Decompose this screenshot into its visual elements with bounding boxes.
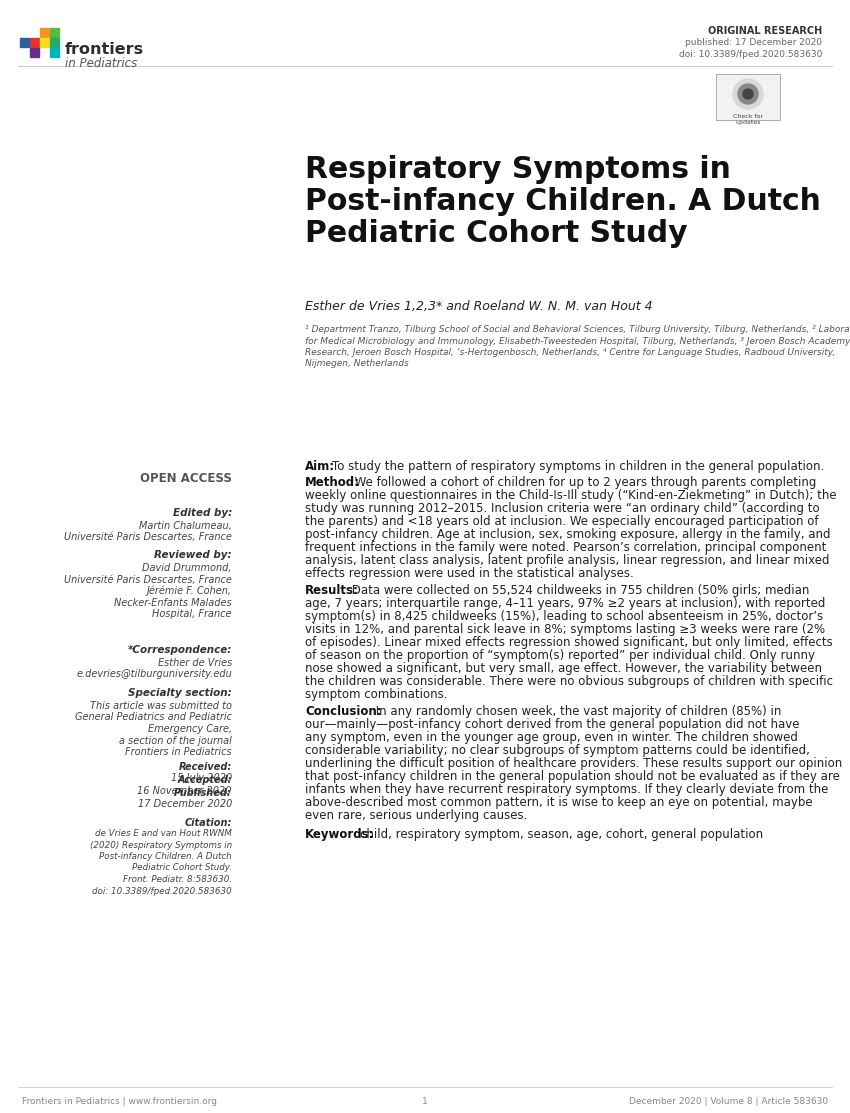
Text: doi: 10.3389/fped.2020.583630: doi: 10.3389/fped.2020.583630 bbox=[93, 886, 232, 896]
Text: de Vries E and van Hout RWNM: de Vries E and van Hout RWNM bbox=[95, 829, 232, 838]
Text: ORIGINAL RESEARCH: ORIGINAL RESEARCH bbox=[708, 26, 822, 36]
Circle shape bbox=[738, 83, 758, 104]
Bar bbox=[30, 48, 39, 57]
Text: age, 7 years; interquartile range, 4–11 years, 97% ≥2 years at inclusion), with : age, 7 years; interquartile range, 4–11 … bbox=[305, 597, 825, 610]
Text: David Drummond,: David Drummond, bbox=[143, 563, 232, 573]
Text: symptom combinations.: symptom combinations. bbox=[305, 688, 447, 701]
Text: Nijmegen, Netherlands: Nijmegen, Netherlands bbox=[305, 359, 409, 368]
Text: Respiratory Symptoms in: Respiratory Symptoms in bbox=[305, 155, 731, 184]
Text: This article was submitted to: This article was submitted to bbox=[90, 701, 232, 711]
Text: symptom(s) in 8,425 childweeks (15%), leading to school absenteeism in 25%, doct: symptom(s) in 8,425 childweeks (15%), le… bbox=[305, 610, 824, 623]
Text: effects regression were used in the statistical analyses.: effects regression were used in the stat… bbox=[305, 567, 634, 580]
Bar bbox=[50, 28, 59, 37]
Text: study was running 2012–2015. Inclusion criteria were “an ordinary child” (accord: study was running 2012–2015. Inclusion c… bbox=[305, 502, 819, 515]
Text: considerable variability; no clear subgroups of symptom patterns could be identi: considerable variability; no clear subgr… bbox=[305, 743, 810, 757]
Text: Université Paris Descartes, France: Université Paris Descartes, France bbox=[64, 574, 232, 584]
Circle shape bbox=[743, 89, 753, 99]
Text: infants when they have recurrent respiratory symptoms. If they clearly deviate f: infants when they have recurrent respira… bbox=[305, 784, 829, 796]
Text: post-infancy children. Age at inclusion, sex, smoking exposure, allergy in the f: post-infancy children. Age at inclusion,… bbox=[305, 528, 830, 541]
Bar bbox=[40, 38, 49, 47]
Text: Pediatric Cohort Study.: Pediatric Cohort Study. bbox=[132, 864, 232, 873]
Text: our—mainly—post-infancy cohort derived from the general population did not have: our—mainly—post-infancy cohort derived f… bbox=[305, 718, 800, 731]
Text: Data were collected on 55,524 childweeks in 755 children (50% girls; median: Data were collected on 55,524 childweeks… bbox=[348, 584, 809, 597]
Text: underlining the difficult position of healthcare providers. These results suppor: underlining the difficult position of he… bbox=[305, 757, 842, 770]
Text: above-described most common pattern, it is wise to keep an eye on potential, may: above-described most common pattern, it … bbox=[305, 796, 813, 809]
Text: Hospital, France: Hospital, France bbox=[152, 609, 232, 619]
Text: a section of the journal: a section of the journal bbox=[119, 736, 232, 746]
Text: weekly online questionnaires in the Child-Is-Ill study (“Kind-en-Ziekmeting” in : weekly online questionnaires in the Chil… bbox=[305, 489, 836, 502]
Text: for Medical Microbiology and Immunology, Elisabeth-Tweesteden Hospital, Tilburg,: for Medical Microbiology and Immunology,… bbox=[305, 336, 850, 345]
Text: Published:: Published: bbox=[174, 788, 232, 798]
Text: Results:: Results: bbox=[305, 584, 359, 597]
Text: published: 17 December 2020: published: 17 December 2020 bbox=[685, 38, 822, 47]
Text: Edited by:: Edited by: bbox=[173, 508, 232, 518]
Text: Reviewed by:: Reviewed by: bbox=[155, 550, 232, 560]
Text: December 2020 | Volume 8 | Article 583630: December 2020 | Volume 8 | Article 58363… bbox=[629, 1097, 828, 1106]
Bar bbox=[716, 73, 780, 120]
Text: frontiers: frontiers bbox=[65, 42, 144, 57]
Text: 16 November 2020: 16 November 2020 bbox=[138, 786, 232, 796]
Text: Accepted:: Accepted: bbox=[178, 775, 232, 785]
Text: Specialty section:: Specialty section: bbox=[128, 688, 232, 698]
Text: any symptom, even in the younger age group, even in winter. The children showed: any symptom, even in the younger age gro… bbox=[305, 731, 798, 743]
Bar bbox=[50, 38, 59, 47]
Text: Method:: Method: bbox=[305, 476, 360, 489]
Text: *Correspondence:: *Correspondence: bbox=[128, 646, 232, 654]
Text: Check for
updates: Check for updates bbox=[733, 114, 763, 125]
Text: (2020) Respiratory Symptoms in: (2020) Respiratory Symptoms in bbox=[90, 840, 232, 849]
Bar bbox=[30, 38, 39, 47]
Text: the parents) and <18 years old at inclusion. We especially encouraged participat: the parents) and <18 years old at inclus… bbox=[305, 515, 819, 528]
Text: of episodes). Linear mixed effects regression showed significant, but only limit: of episodes). Linear mixed effects regre… bbox=[305, 636, 833, 649]
Text: frequent infections in the family were noted. Pearson’s correlation, principal c: frequent infections in the family were n… bbox=[305, 541, 826, 554]
Bar bbox=[40, 28, 49, 37]
Text: of season on the proportion of “symptom(s) reported” per individual child. Only : of season on the proportion of “symptom(… bbox=[305, 649, 815, 662]
Text: 1: 1 bbox=[422, 1097, 428, 1106]
Text: General Pediatrics and Pediatric: General Pediatrics and Pediatric bbox=[75, 712, 232, 722]
Text: Conclusion:: Conclusion: bbox=[305, 705, 382, 718]
Text: Citation:: Citation: bbox=[184, 818, 232, 828]
Text: analysis, latent class analysis, latent profile analysis, linear regression, and: analysis, latent class analysis, latent … bbox=[305, 554, 830, 567]
Text: child, respiratory symptom, season, age, cohort, general population: child, respiratory symptom, season, age,… bbox=[360, 828, 763, 841]
Text: Post-infancy Children. A Dutch: Post-infancy Children. A Dutch bbox=[99, 851, 232, 861]
Text: Esther de Vries 1,2,3* and Roeland W. N. M. van Hout 4: Esther de Vries 1,2,3* and Roeland W. N.… bbox=[305, 301, 653, 313]
Text: ¹ Department Tranzo, Tilburg School of Social and Behavioral Sciences, Tilburg U: ¹ Department Tranzo, Tilburg School of S… bbox=[305, 325, 850, 334]
Circle shape bbox=[733, 79, 763, 109]
Text: e.devries@tilburguniversity.edu: e.devries@tilburguniversity.edu bbox=[76, 669, 232, 679]
Text: Esther de Vries: Esther de Vries bbox=[158, 658, 232, 668]
Text: doi: 10.3389/fped.2020.583630: doi: 10.3389/fped.2020.583630 bbox=[678, 50, 822, 59]
Text: 17 December 2020: 17 December 2020 bbox=[138, 799, 232, 809]
Text: Pediatric Cohort Study: Pediatric Cohort Study bbox=[305, 219, 688, 248]
Text: the children was considerable. There were no obvious subgroups of children with : the children was considerable. There wer… bbox=[305, 674, 833, 688]
Text: In any randomly chosen week, the vast majority of children (85%) in: In any randomly chosen week, the vast ma… bbox=[372, 705, 781, 718]
Text: nose showed a significant, but very small, age effect. However, the variability : nose showed a significant, but very smal… bbox=[305, 662, 822, 674]
Text: Frontiers in Pediatrics: Frontiers in Pediatrics bbox=[125, 747, 232, 757]
Text: 15 July 2020: 15 July 2020 bbox=[171, 774, 232, 784]
Text: We followed a cohort of children for up to 2 years through parents completing: We followed a cohort of children for up … bbox=[351, 476, 816, 489]
Text: Frontiers in Pediatrics | www.frontiersin.org: Frontiers in Pediatrics | www.frontiersi… bbox=[22, 1097, 217, 1106]
Text: To study the pattern of respiratory symptoms in children in the general populati: To study the pattern of respiratory symp… bbox=[332, 460, 824, 473]
Text: visits in 12%, and parental sick leave in 8%; symptoms lasting ≥3 weeks were rar: visits in 12%, and parental sick leave i… bbox=[305, 623, 825, 636]
Text: Aim:: Aim: bbox=[305, 460, 335, 473]
Text: Martin Chalumeau,: Martin Chalumeau, bbox=[139, 521, 232, 531]
Text: Post-infancy Children. A Dutch: Post-infancy Children. A Dutch bbox=[305, 187, 821, 216]
Text: Received:: Received: bbox=[178, 762, 232, 772]
Text: that post-infancy children in the general population should not be evaluated as : that post-infancy children in the genera… bbox=[305, 770, 840, 784]
Text: OPEN ACCESS: OPEN ACCESS bbox=[140, 472, 232, 485]
Bar bbox=[50, 48, 59, 57]
Text: Front. Pediatr. 8:583630.: Front. Pediatr. 8:583630. bbox=[123, 875, 232, 884]
Bar bbox=[20, 38, 29, 47]
Text: Keywords:: Keywords: bbox=[305, 828, 375, 841]
Text: in Pediatrics: in Pediatrics bbox=[65, 57, 137, 70]
Text: Research, Jeroen Bosch Hospital, ‘s-Hertogenbosch, Netherlands, ⁴ Centre for Lan: Research, Jeroen Bosch Hospital, ‘s-Hert… bbox=[305, 348, 836, 357]
Text: Université Paris Descartes, France: Université Paris Descartes, France bbox=[64, 532, 232, 542]
Text: Necker-Enfants Malades: Necker-Enfants Malades bbox=[115, 598, 232, 608]
Text: even rare, serious underlying causes.: even rare, serious underlying causes. bbox=[305, 809, 527, 823]
Text: Emergency Care,: Emergency Care, bbox=[148, 723, 232, 733]
Text: Jérémie F. Cohen,: Jérémie F. Cohen, bbox=[147, 587, 232, 597]
